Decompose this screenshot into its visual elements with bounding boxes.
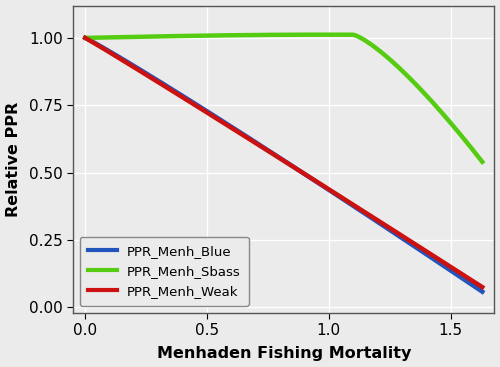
PPR_Menh_Weak bbox=[381, 222, 387, 227]
PPR_Menh_Weak bbox=[480, 285, 486, 289]
PPR_Menh_Blue bbox=[480, 290, 486, 294]
Line: PPR_Menh_Weak: PPR_Menh_Weak bbox=[85, 38, 482, 287]
PPR_Menh_Sbass bbox=[480, 160, 486, 164]
PPR_Menh_Weak bbox=[82, 36, 88, 40]
PPR_Menh_Weak bbox=[316, 181, 322, 185]
PPR_Menh_Blue bbox=[82, 36, 88, 40]
PPR_Menh_Weak bbox=[348, 201, 354, 205]
PPR_Menh_Sbass bbox=[262, 33, 268, 37]
PPR_Menh_Sbass bbox=[382, 53, 388, 57]
PPR_Menh_Sbass bbox=[82, 36, 88, 40]
PPR_Menh_Blue bbox=[381, 224, 387, 229]
PPR_Menh_Blue bbox=[348, 202, 354, 206]
Line: PPR_Menh_Blue: PPR_Menh_Blue bbox=[85, 38, 482, 292]
PPR_Menh_Blue bbox=[152, 77, 158, 81]
PPR_Menh_Sbass bbox=[316, 32, 322, 37]
PPR_Menh_Weak bbox=[262, 147, 268, 151]
PPR_Menh_Blue bbox=[316, 181, 322, 186]
Y-axis label: Relative PPR: Relative PPR bbox=[6, 102, 20, 217]
Legend: PPR_Menh_Blue, PPR_Menh_Sbass, PPR_Menh_Weak: PPR_Menh_Blue, PPR_Menh_Sbass, PPR_Menh_… bbox=[80, 237, 249, 306]
PPR_Menh_Blue bbox=[262, 146, 268, 150]
PPR_Menh_Sbass bbox=[348, 33, 354, 37]
PPR_Menh_Sbass bbox=[152, 34, 158, 39]
PPR_Menh_Weak bbox=[152, 78, 158, 83]
PPR_Menh_Sbass bbox=[324, 32, 330, 37]
X-axis label: Menhaden Fishing Mortality: Menhaden Fishing Mortality bbox=[156, 346, 411, 361]
PPR_Menh_Sbass bbox=[184, 34, 190, 38]
PPR_Menh_Weak bbox=[184, 98, 190, 102]
Line: PPR_Menh_Sbass: PPR_Menh_Sbass bbox=[85, 34, 482, 162]
PPR_Menh_Blue bbox=[184, 97, 190, 101]
